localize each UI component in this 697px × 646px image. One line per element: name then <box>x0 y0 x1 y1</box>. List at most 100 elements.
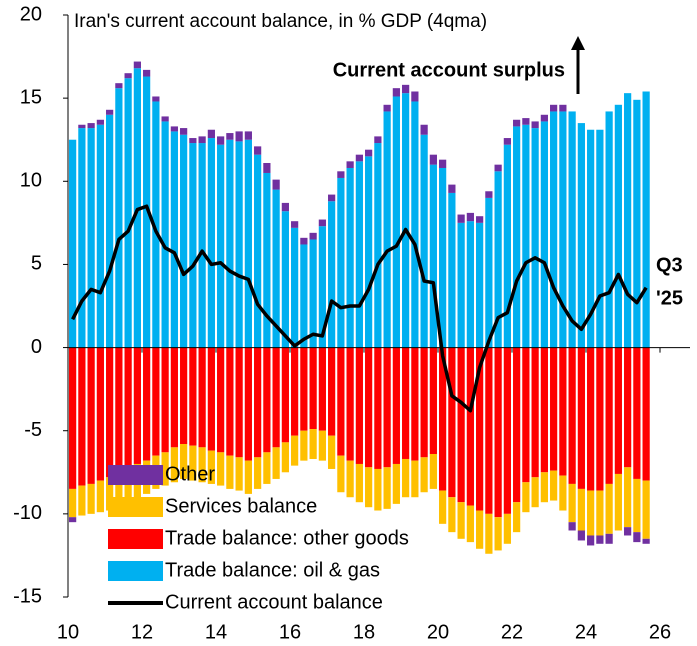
chart-title: Iran's current account balance, in % GDP… <box>74 11 487 32</box>
bar <box>346 161 354 168</box>
bar <box>272 447 280 479</box>
bar <box>69 517 77 523</box>
bar <box>531 477 539 508</box>
bar <box>457 502 465 539</box>
bar <box>503 513 511 544</box>
x-tick-label: 26 <box>649 621 671 643</box>
bar <box>161 347 169 453</box>
bar <box>466 212 474 222</box>
bar <box>587 535 595 546</box>
end-label: '25 <box>656 287 683 309</box>
bar <box>263 347 271 453</box>
bar <box>281 347 289 443</box>
bar <box>466 505 474 543</box>
bar <box>522 118 530 125</box>
bar <box>559 475 567 511</box>
bar <box>466 347 474 506</box>
bar <box>439 159 447 168</box>
x-tick-label: 12 <box>131 621 153 643</box>
bar <box>281 202 289 212</box>
bar <box>96 124 104 348</box>
bar <box>143 76 151 348</box>
bar <box>217 452 225 486</box>
bar <box>383 467 391 509</box>
bar <box>411 347 419 461</box>
legend-swatch <box>108 561 163 581</box>
bar <box>448 347 456 498</box>
bar <box>642 91 650 348</box>
bar <box>448 184 456 193</box>
bar <box>180 134 188 348</box>
bar <box>559 104 567 112</box>
bar <box>624 467 632 528</box>
y-tick-label: -10 <box>13 502 42 524</box>
bar <box>420 124 428 135</box>
bar <box>254 146 262 155</box>
bar <box>124 78 132 348</box>
bar <box>281 211 289 348</box>
bar <box>300 430 308 461</box>
bar <box>374 136 382 144</box>
bar <box>152 101 160 348</box>
bar <box>346 347 354 461</box>
bar <box>448 497 456 533</box>
bar <box>383 347 391 468</box>
bar <box>457 214 465 223</box>
bar <box>96 119 104 125</box>
bar <box>420 134 428 348</box>
bar <box>550 104 558 112</box>
bar <box>115 472 123 506</box>
bar <box>263 162 271 173</box>
bar <box>642 347 650 481</box>
annotation-arrowhead <box>571 36 585 50</box>
bar <box>550 347 558 471</box>
bar <box>365 156 373 348</box>
x-tick-label: 20 <box>427 621 449 643</box>
bar <box>577 488 585 531</box>
bar <box>559 347 567 476</box>
bar <box>494 171 502 348</box>
bar <box>355 463 363 503</box>
bar <box>355 161 363 348</box>
bar <box>198 143 206 348</box>
bar <box>355 154 363 162</box>
bar <box>383 111 391 348</box>
bar <box>254 347 262 458</box>
bar <box>522 347 530 483</box>
bar <box>642 538 650 544</box>
bar <box>198 347 206 448</box>
bar <box>235 141 243 348</box>
bar <box>115 88 123 348</box>
bar <box>244 139 252 348</box>
bar <box>87 128 95 348</box>
bar <box>587 490 595 536</box>
bar <box>531 128 539 348</box>
bar <box>559 111 567 348</box>
legend-label: Services balance <box>165 495 317 517</box>
bar <box>235 457 243 491</box>
bar <box>189 143 197 348</box>
x-tick-label: 14 <box>205 621 227 643</box>
bar <box>161 116 169 122</box>
bar <box>429 154 437 165</box>
bar <box>300 347 308 431</box>
legend-swatch <box>108 497 163 517</box>
bar <box>411 91 419 102</box>
bar <box>624 93 632 348</box>
bar <box>309 429 317 459</box>
bar <box>420 347 428 458</box>
bar <box>374 468 382 511</box>
bar <box>198 447 206 483</box>
bar <box>78 485 86 516</box>
bar <box>485 191 493 198</box>
bar <box>291 221 299 228</box>
bar <box>596 535 604 544</box>
y-tick-label: 15 <box>20 86 42 108</box>
bar <box>124 347 132 468</box>
bar <box>106 477 114 511</box>
bar <box>244 131 252 140</box>
bar <box>402 84 410 94</box>
bar <box>355 347 363 464</box>
bar <box>439 167 447 348</box>
